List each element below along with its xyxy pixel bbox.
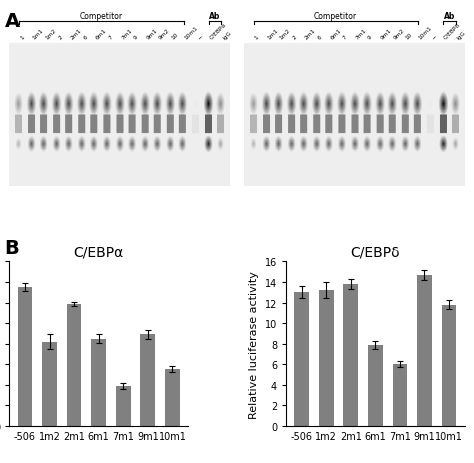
Text: −: − xyxy=(196,34,203,41)
Text: A: A xyxy=(5,12,20,31)
Text: 9m2: 9m2 xyxy=(158,28,171,41)
Bar xyxy=(67,304,82,426)
Text: C/EBPα: C/EBPα xyxy=(209,22,228,41)
Text: Ab: Ab xyxy=(444,12,455,21)
Text: 2m1: 2m1 xyxy=(304,28,317,41)
Text: 6m1: 6m1 xyxy=(329,28,342,41)
Bar xyxy=(368,345,383,426)
Bar xyxy=(442,305,456,426)
Text: 1m1: 1m1 xyxy=(32,28,45,41)
Text: Ab: Ab xyxy=(210,12,221,21)
Text: 10: 10 xyxy=(405,32,414,41)
Text: IgG: IgG xyxy=(456,30,466,41)
Text: 1m2: 1m2 xyxy=(279,28,292,41)
Text: 6: 6 xyxy=(82,34,89,41)
Text: 7: 7 xyxy=(108,34,114,41)
Text: 1m1: 1m1 xyxy=(266,28,279,41)
Y-axis label: Relative luciferase activity: Relative luciferase activity xyxy=(249,270,259,418)
Text: 2: 2 xyxy=(292,34,298,41)
Text: 9m1: 9m1 xyxy=(380,28,392,41)
Text: 7: 7 xyxy=(342,34,348,41)
Text: Competitor: Competitor xyxy=(314,12,357,21)
Bar xyxy=(18,288,32,426)
Text: 10m1: 10m1 xyxy=(183,25,199,41)
Text: 1: 1 xyxy=(19,34,26,41)
Text: 1: 1 xyxy=(254,34,260,41)
Text: C/EBPδ: C/EBPδ xyxy=(443,22,461,41)
Text: −: − xyxy=(430,34,438,41)
Bar xyxy=(319,291,334,426)
Text: 9m2: 9m2 xyxy=(392,28,405,41)
Text: 6: 6 xyxy=(317,34,323,41)
Bar xyxy=(116,386,131,426)
Text: 9m1: 9m1 xyxy=(146,28,158,41)
Text: 7m1: 7m1 xyxy=(120,28,133,41)
Title: C/EBPα: C/EBPα xyxy=(73,245,124,259)
Text: 10: 10 xyxy=(171,32,180,41)
Bar xyxy=(417,275,432,426)
Text: 1m2: 1m2 xyxy=(45,28,57,41)
Title: C/EBPδ: C/EBPδ xyxy=(350,245,400,259)
Bar xyxy=(140,335,155,426)
Bar xyxy=(294,293,309,426)
Text: 10m1: 10m1 xyxy=(418,25,433,41)
Text: 2m1: 2m1 xyxy=(70,28,83,41)
Bar xyxy=(91,339,106,426)
Text: Competitor: Competitor xyxy=(80,12,123,21)
Text: 9: 9 xyxy=(367,34,374,41)
Bar xyxy=(392,364,407,426)
Text: 9: 9 xyxy=(133,34,139,41)
Text: B: B xyxy=(5,238,19,257)
Text: 2: 2 xyxy=(57,34,64,41)
Bar xyxy=(165,369,180,426)
Bar xyxy=(343,284,358,426)
Bar xyxy=(42,342,57,426)
Text: IgG: IgG xyxy=(221,30,232,41)
Text: 6m1: 6m1 xyxy=(95,28,108,41)
Text: 7m1: 7m1 xyxy=(355,28,367,41)
